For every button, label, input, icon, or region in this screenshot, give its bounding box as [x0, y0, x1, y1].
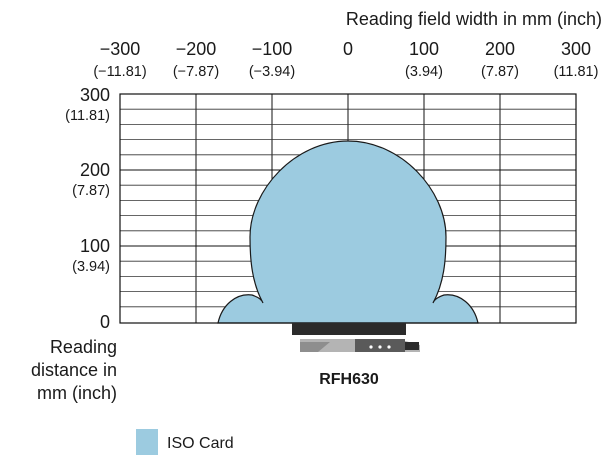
- device-label: RFH630: [319, 371, 379, 388]
- y-tick-inch-label: (3.94): [72, 259, 110, 275]
- y-tick-label: 200: [80, 160, 110, 180]
- x-tick-label: 200: [485, 39, 515, 59]
- x-tick-label: 100: [409, 39, 439, 59]
- reader-connector: [405, 342, 419, 350]
- rfh630-reader: [292, 323, 420, 352]
- y-axis-title-line: mm (inch): [37, 383, 117, 403]
- y-axis-title: Reading distance in mm (inch): [31, 337, 117, 403]
- x-tick-inch-label: (−11.81): [93, 64, 146, 80]
- reader-housing-shade: [300, 342, 330, 352]
- y-tick-inch-label: (7.87): [72, 183, 110, 199]
- y-axis-title-line: distance in: [31, 360, 117, 380]
- x-tick-label: −100: [252, 39, 293, 59]
- reader-led-icon: [387, 345, 391, 349]
- reader-led-icon: [369, 345, 373, 349]
- y-axis-title-line: Reading: [50, 337, 117, 357]
- x-tick-inch-label: (11.81): [554, 64, 599, 80]
- x-tick-labels: −300 (−11.81) −200 (−7.87) −100 (−3.94) …: [93, 39, 598, 80]
- legend-label: ISO Card: [167, 435, 234, 452]
- y-tick-labels: 300 (11.81) 200 (7.87) 100 (3.94) 0: [65, 85, 110, 332]
- top-axis-title: Reading field width in mm (inch): [346, 9, 602, 29]
- y-tick-label: 0: [100, 312, 110, 332]
- y-tick-label: 300: [80, 85, 110, 105]
- x-tick-inch-label: (7.87): [481, 64, 519, 80]
- x-tick-label: −300: [100, 39, 141, 59]
- y-tick-label: 100: [80, 236, 110, 256]
- reader-antenna-plate: [292, 323, 406, 335]
- x-tick-label: 300: [561, 39, 591, 59]
- x-tick-label: 0: [343, 39, 353, 59]
- legend: ISO Card: [136, 429, 234, 455]
- x-tick-inch-label: (3.94): [405, 64, 443, 80]
- x-tick-inch-label: (−7.87): [173, 64, 219, 80]
- x-tick-label: −200: [176, 39, 217, 59]
- y-tick-inch-label: (11.81): [65, 108, 110, 124]
- iso-card-reading-field: [217, 140, 479, 324]
- x-tick-inch-label: (−3.94): [249, 64, 295, 80]
- reader-led-icon: [378, 345, 382, 349]
- legend-swatch: [136, 429, 158, 455]
